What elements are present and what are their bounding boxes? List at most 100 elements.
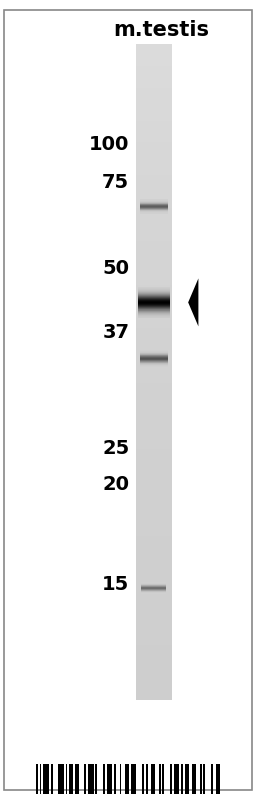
Bar (43, 764, 47, 794)
Bar (218, 764, 220, 794)
Bar (175, 764, 179, 794)
Bar (136, 295, 172, 306)
Bar (136, 656, 172, 667)
Bar (136, 252, 172, 262)
Bar (136, 66, 172, 77)
Bar (136, 492, 172, 503)
Bar (136, 44, 172, 55)
Bar (103, 764, 105, 794)
Text: 20: 20 (102, 474, 129, 494)
Text: 113409101: 113409101 (94, 0, 162, 2)
Text: 50: 50 (102, 258, 129, 278)
Bar (136, 667, 172, 678)
Bar (136, 339, 172, 350)
Bar (136, 405, 172, 416)
Bar (136, 175, 172, 186)
Bar (136, 525, 172, 536)
Bar (151, 764, 153, 794)
Bar (174, 764, 175, 794)
Bar (136, 77, 172, 88)
Bar (136, 459, 172, 470)
Polygon shape (188, 278, 198, 326)
Bar (136, 514, 172, 525)
Bar (136, 426, 172, 438)
Bar (170, 764, 172, 794)
Bar (47, 764, 49, 794)
Bar (95, 764, 97, 794)
Bar (136, 470, 172, 482)
Bar (84, 764, 86, 794)
Bar (192, 764, 194, 794)
Bar (66, 764, 68, 794)
Bar (136, 602, 172, 613)
Bar (194, 764, 196, 794)
Bar (136, 503, 172, 514)
Bar (136, 623, 172, 634)
Bar (136, 678, 172, 689)
Bar (136, 318, 172, 328)
Bar (136, 482, 172, 492)
Bar (110, 764, 112, 794)
Bar (36, 764, 38, 794)
Bar (136, 449, 172, 459)
Bar (163, 764, 164, 794)
Text: 100: 100 (89, 134, 129, 154)
Bar (136, 328, 172, 339)
Bar (136, 186, 172, 197)
Bar (136, 416, 172, 426)
Bar (75, 764, 77, 794)
Bar (136, 383, 172, 394)
Bar (127, 764, 129, 794)
Bar (136, 274, 172, 285)
Bar (125, 764, 127, 794)
Bar (136, 285, 172, 295)
Bar (136, 613, 172, 623)
Bar (136, 689, 172, 700)
Bar (136, 164, 172, 175)
Bar (136, 88, 172, 98)
Bar (131, 764, 134, 794)
Bar (142, 764, 144, 794)
Bar (58, 764, 60, 794)
Bar (136, 131, 172, 142)
Bar (204, 764, 205, 794)
Bar (136, 98, 172, 110)
Bar (136, 306, 172, 318)
Bar (185, 764, 188, 794)
Bar (51, 764, 52, 794)
Bar (136, 361, 172, 372)
Bar (88, 764, 90, 794)
Bar (134, 764, 136, 794)
Bar (90, 764, 93, 794)
Bar (136, 241, 172, 252)
Bar (77, 764, 79, 794)
Bar (136, 634, 172, 646)
Bar (200, 764, 201, 794)
Text: 25: 25 (102, 438, 129, 458)
Bar (136, 262, 172, 274)
Bar (136, 646, 172, 656)
Bar (120, 764, 122, 794)
Text: 37: 37 (102, 322, 129, 342)
Bar (136, 208, 172, 219)
Bar (114, 764, 116, 794)
Bar (136, 142, 172, 154)
Bar (136, 350, 172, 361)
Bar (211, 764, 213, 794)
Bar (146, 764, 147, 794)
Text: m.testis: m.testis (113, 20, 209, 40)
Bar (136, 438, 172, 449)
Bar (136, 121, 172, 131)
Bar (136, 55, 172, 66)
Bar (136, 569, 172, 580)
Bar (136, 394, 172, 405)
Bar (181, 764, 183, 794)
Bar (40, 764, 41, 794)
Bar (136, 580, 172, 590)
Bar (136, 372, 172, 383)
Bar (136, 219, 172, 230)
Bar (136, 154, 172, 164)
Bar (69, 764, 73, 794)
Bar (136, 547, 172, 558)
Bar (106, 764, 110, 794)
